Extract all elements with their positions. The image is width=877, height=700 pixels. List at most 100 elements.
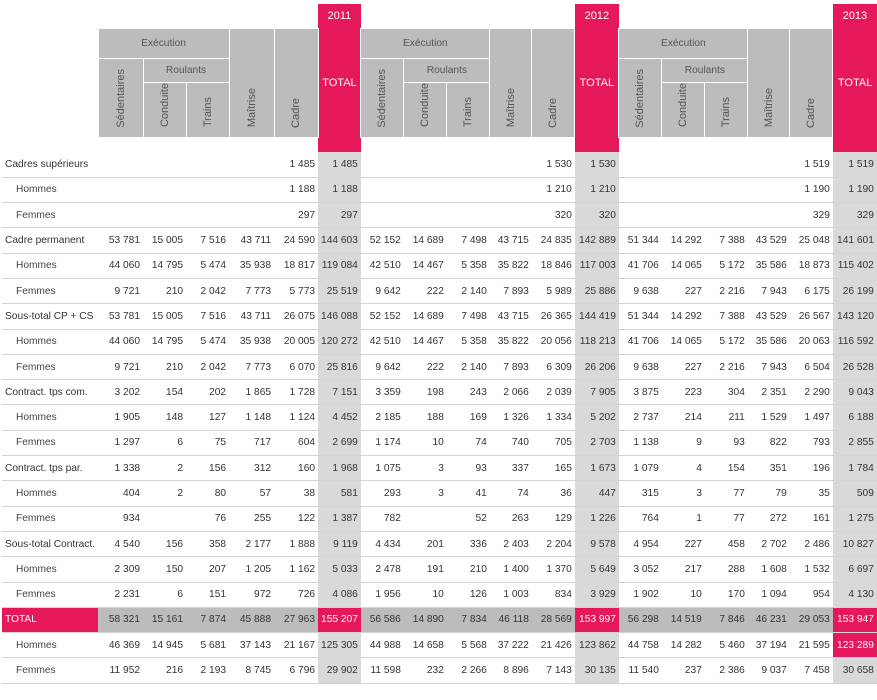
cadre-header: Cadre [531,27,576,138]
conduite-cell: 198 [403,379,447,406]
blank-header-cell [619,4,833,28]
maitrise-cell: 7 893 [489,278,532,305]
maitrise-cell: 1 148 [229,404,275,431]
cadre-cell: 6 175 [789,278,833,305]
trains-cell: 5 460 [704,632,748,659]
cadre-cell: 29 053 [789,607,833,634]
maitrise-cell: 1 003 [489,582,532,608]
sedentaires-header: Sédentaires [97,57,144,138]
conduite-label: Conduite [158,83,171,128]
spacer-cell [619,137,833,152]
sub-row: Femmes 9 721 210 2 042 7 773 5 773 25 519 9 642… [2,278,877,305]
total-cell: 6 188 [832,404,877,431]
total-header: TOTAL [832,28,877,137]
maitrise-cell: 43 711 [229,227,275,254]
maitrise-cell: 1 529 [747,404,790,431]
category-row: Sous-total Contract. 4 540 156 358 2 177 1 88… [2,531,877,558]
maitrise-cell: 35 822 [489,329,532,355]
cadre-cell: 705 [531,430,575,457]
cadre-cell: 122 [274,506,319,532]
maitrise-header: Maîtrise [747,27,791,138]
subgroup-header-row: Sédentaires Roulants Sédentaires Roulants Sé… [2,57,877,138]
trains-cell [186,202,230,229]
conduite-cell: 14 689 [403,227,447,254]
cadre-cell: 1 124 [274,404,319,431]
execution-header: Exécution [618,27,749,59]
trains-cell: 2 193 [186,657,230,684]
trains-cell: 211 [704,404,748,431]
total-cell: 144 419 [574,303,619,330]
trains-label: Trains [462,97,475,128]
total-cell: 2 699 [318,430,361,457]
maitrise-cell: 1 400 [489,556,532,583]
cadre-cell: 28 569 [531,607,575,634]
maitrise-cell: 35 586 [747,329,790,355]
conduite-cell [143,202,187,229]
spacer-cell [2,137,98,152]
maitrise-cell: 255 [229,506,275,532]
conduite-cell: 3 [403,480,447,507]
cadre-cell: 38 [274,480,319,507]
sedentaires-cell: 44 060 [98,253,144,279]
cadre-header: Cadre [273,27,319,138]
trains-cell: 7 516 [186,227,230,254]
sedentaires-cell: 2 478 [360,556,404,583]
trains-cell: 304 [704,379,748,406]
spacer-cell [361,137,575,152]
conduite-cell: 201 [403,531,447,558]
sedentaires-cell: 41 706 [618,329,662,355]
trains-cell: 7 516 [186,303,230,330]
maitrise-label: Maîtrise [762,88,775,128]
maitrise-cell: 43 711 [229,303,275,330]
total-cell: 9 119 [318,531,361,558]
cadre-cell: 2 290 [789,379,833,406]
sedentaires-cell [618,202,662,229]
trains-header: Trains [446,81,491,138]
sedentaires-header: Sédentaires [360,57,405,138]
conduite-cell: 6 [143,430,187,457]
trains-cell [446,202,490,229]
trains-cell: 7 388 [704,227,748,254]
total-cell: 153 997 [574,607,619,634]
conduite-cell: 156 [143,531,187,558]
sub-row: Femmes 1 297 6 75 717 604 2 699 1 174 10 74 740 705… [2,430,877,457]
sedentaires-cell: 11 952 [98,657,144,684]
conduite-cell: 6 [143,582,187,608]
spacer-row [2,137,877,152]
sedentaires-cell: 3 875 [618,379,662,406]
total-cell: 3 929 [574,582,619,608]
maitrise-cell: 1 326 [489,404,532,431]
maitrise-cell [747,177,790,204]
cadre-cell: 160 [274,455,319,482]
sedentaires-cell: 1 138 [618,430,662,457]
total-cell: 2 703 [574,430,619,457]
sedentaires-cell: 58 321 [98,607,144,634]
cadre-cell: 18 817 [274,253,319,279]
trains-cell: 458 [704,531,748,558]
row-label: Cadres supérieurs [2,152,99,178]
maitrise-cell [747,202,790,229]
row-label: Femmes [2,278,99,305]
conduite-cell: 154 [143,379,187,406]
conduite-cell [143,506,187,532]
trains-header: Trains [185,81,230,138]
conduite-cell: 14 467 [403,329,447,355]
year-label: 2012 [574,4,619,28]
trains-cell: 288 [704,556,748,583]
maitrise-cell [229,177,275,204]
conduite-cell: 14 065 [661,253,705,279]
maitrise-cell: 822 [747,430,790,457]
total-cell: 1 226 [574,506,619,532]
total-cell: 25 886 [574,278,619,305]
category-row: Cadres supérieurs 1 485 1 485 1 530 1 530 1 5… [2,152,877,178]
maitrise-cell: 2 403 [489,531,532,558]
total-cell: 1 968 [318,455,361,482]
trains-cell: 2 042 [186,278,230,305]
maitrise-cell [229,152,275,178]
total-spacer-cell [574,137,619,152]
sedentaires-cell: 53 781 [98,227,144,254]
maitrise-label: Maîtrise [504,88,517,128]
cadre-cell: 2 039 [531,379,575,406]
trains-cell: 75 [186,430,230,457]
maitrise-cell: 43 529 [747,227,790,254]
